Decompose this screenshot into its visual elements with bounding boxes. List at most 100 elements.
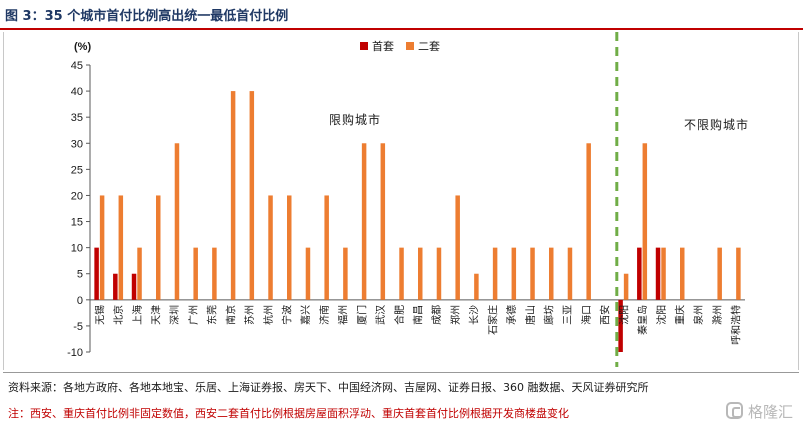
x-tick-label: 嘉兴 bbox=[299, 305, 312, 325]
y-tick-label: -5 bbox=[73, 321, 83, 333]
y-tick-label: 5 bbox=[77, 269, 83, 281]
x-tick-label: 北京 bbox=[112, 305, 125, 325]
bar-二套 bbox=[736, 247, 741, 300]
x-tick-label: 承德 bbox=[505, 305, 518, 325]
y-tick-label: 10 bbox=[71, 243, 83, 255]
x-tick-label: 沈阳 bbox=[617, 305, 630, 325]
x-tick-label: 无锡 bbox=[93, 305, 106, 325]
watermark: 格隆汇 bbox=[726, 400, 800, 422]
bar-首套 bbox=[131, 273, 137, 300]
x-tick-label: 福州 bbox=[337, 305, 350, 325]
figure-title: 图 3：35 个城市首付比例高出统一最低首付比例 bbox=[5, 9, 289, 24]
bar-二套 bbox=[586, 143, 591, 300]
bar-二套 bbox=[156, 195, 161, 300]
bar-首套 bbox=[655, 247, 661, 300]
annotation-unrestricted: 不限购城市 bbox=[684, 117, 749, 132]
bar-二套 bbox=[99, 195, 105, 300]
bar-二套 bbox=[436, 247, 442, 300]
x-tick-label: 杭州 bbox=[262, 305, 275, 325]
x-tick-label: 石家庄 bbox=[486, 305, 499, 335]
x-tick-label: 合肥 bbox=[393, 305, 406, 325]
x-tick-label: 深圳 bbox=[169, 305, 181, 325]
bars-group bbox=[94, 32, 741, 367]
legend: 首套 二套 bbox=[360, 39, 440, 53]
y-tick-label: 35 bbox=[71, 112, 83, 124]
bar-二套 bbox=[399, 247, 404, 300]
x-tick-label: 西安 bbox=[599, 305, 612, 325]
y-tick-label: 40 bbox=[71, 86, 83, 98]
note-text: 注：西安、重庆首付比例非固定数值，西安二套首付比例根据房屋面积浮动、重庆首套首付… bbox=[8, 407, 569, 420]
x-tick-label: 上海 bbox=[131, 305, 144, 325]
bar-二套 bbox=[567, 247, 573, 300]
bar-二套 bbox=[642, 143, 648, 300]
bar-二套 bbox=[137, 247, 142, 300]
y-tick-label: 0 bbox=[77, 295, 83, 307]
bar-二套 bbox=[474, 273, 479, 300]
y-axis-unit-label: (%) bbox=[74, 41, 91, 53]
bar-首套 bbox=[618, 299, 623, 352]
source-text: 资料来源：各地方政府、各地本地宝、乐居、上海证券报、房天下、中国经济网、吉屋网、… bbox=[8, 381, 649, 394]
x-tick-label: 滁州 bbox=[711, 305, 724, 325]
y-tick-label: 25 bbox=[71, 164, 83, 176]
bar-首套 bbox=[94, 247, 99, 300]
bar-二套 bbox=[680, 247, 685, 300]
bar-二套 bbox=[661, 247, 666, 300]
annotations: 限购城市 不限购城市 bbox=[329, 112, 749, 132]
bar-二套 bbox=[717, 247, 722, 300]
bar-二套 bbox=[118, 195, 124, 300]
x-tick-label: 秦皇岛 bbox=[636, 305, 649, 335]
bar-二套 bbox=[418, 247, 423, 300]
x-tick-label: 唐山 bbox=[524, 305, 537, 325]
legend-swatch bbox=[406, 42, 414, 50]
bar-二套 bbox=[212, 247, 217, 300]
x-tick-label: 廊坊 bbox=[543, 305, 556, 325]
x-tick-label: 三亚 bbox=[563, 305, 574, 325]
bar-二套 bbox=[455, 195, 460, 300]
bar-二套 bbox=[530, 247, 535, 300]
annotation-restricted: 限购城市 bbox=[329, 112, 381, 127]
x-tick-label: 成都 bbox=[431, 305, 443, 325]
legend-label: 首套 bbox=[372, 39, 394, 53]
legend-swatch bbox=[360, 42, 368, 50]
bar-二套 bbox=[343, 247, 348, 300]
bar-二套 bbox=[549, 247, 554, 300]
x-tick-label: 郑州 bbox=[449, 305, 462, 325]
x-tick-label: 宁波 bbox=[281, 305, 294, 325]
bar-chart: -10 -5 0 5 10 15 20 25 30 35 40 45 (%) 无锡 北京 上海 天津 深圳 广州东… bbox=[67, 32, 749, 367]
y-tick-label: 20 bbox=[71, 190, 83, 202]
x-tick-label: 海口 bbox=[580, 305, 593, 325]
x-tick-label: 天津 bbox=[151, 305, 163, 325]
watermark-text: 格隆汇 bbox=[748, 403, 794, 421]
x-tick-label: 呼和浩特 bbox=[731, 305, 743, 345]
x-tick-label: 重庆 bbox=[674, 305, 687, 325]
bar-二套 bbox=[623, 273, 629, 300]
x-tick-label: 厦门 bbox=[355, 305, 368, 325]
x-tick-label: 东莞 bbox=[206, 305, 219, 325]
watermark-logo-icon bbox=[726, 402, 743, 419]
bar-首套 bbox=[637, 247, 642, 300]
figure-header: 图 3：35 个城市首付比例高出统一最低首付比例 bbox=[0, 0, 803, 30]
x-tick-label: 武汉 bbox=[374, 305, 387, 325]
chart-frame bbox=[3, 32, 799, 370]
x-tick-label: 沈阳 bbox=[655, 305, 668, 325]
x-tick-label: 泉州 bbox=[692, 305, 705, 325]
bar-二套 bbox=[380, 143, 386, 300]
x-tick-label: 济南 bbox=[318, 305, 331, 325]
bar-首套 bbox=[113, 273, 118, 300]
x-tick-label: 长沙 bbox=[469, 305, 481, 325]
bar-二套 bbox=[287, 195, 292, 300]
x-tick-label: 南京 bbox=[224, 305, 237, 325]
x-tick-labels: 无锡 北京 上海 天津 深圳 广州 东莞 南京 苏州 杭州 宁波 嘉兴 济南 福州 厦门 武汉 合肥 南昌 成都 郑州… bbox=[93, 305, 742, 345]
x-tick-label: 南昌 bbox=[412, 305, 425, 325]
y-axis: -10 -5 0 5 10 15 20 25 30 35 40 45 (%) bbox=[67, 41, 745, 359]
source-divider bbox=[3, 372, 799, 373]
bar-二套 bbox=[305, 247, 311, 300]
bar-二套 bbox=[324, 195, 329, 300]
y-tick-label: 30 bbox=[71, 138, 83, 150]
bar-二套 bbox=[230, 91, 236, 300]
x-tick-label: 苏州 bbox=[243, 305, 256, 325]
bar-二套 bbox=[174, 143, 180, 300]
bar-二套 bbox=[492, 247, 498, 300]
bar-二套 bbox=[268, 195, 273, 300]
bar-二套 bbox=[193, 247, 198, 300]
